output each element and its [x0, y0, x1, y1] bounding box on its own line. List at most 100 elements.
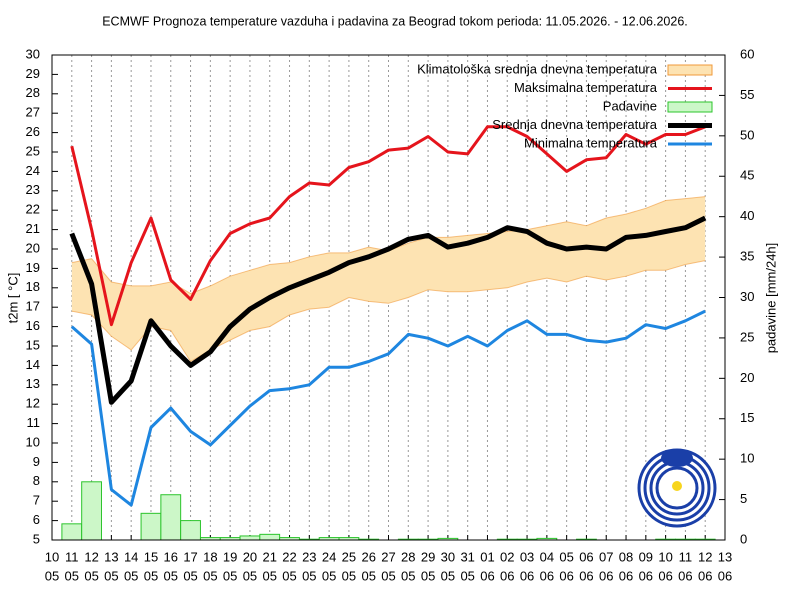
y2-tick-label: 15 [740, 410, 754, 425]
x-tick-label: 08 [619, 549, 633, 564]
precip-bar [140, 512, 162, 541]
x-tick-label: 05 [243, 568, 257, 583]
x-tick-label: 03 [520, 549, 534, 564]
x-tick-label: 06 [599, 568, 613, 583]
x-tick-label: 31 [460, 549, 474, 564]
x-tick-label: 05 [282, 568, 296, 583]
y2-axis-label: padavine [mm/24h] [763, 243, 778, 354]
y-tick-label: 9 [33, 454, 40, 469]
y-tick-label: 16 [26, 318, 40, 333]
x-tick-label: 05 [124, 568, 138, 583]
legend-label: Padavine [603, 98, 657, 113]
y2-tick-label: 45 [740, 168, 754, 183]
y-tick-label: 5 [33, 531, 40, 546]
x-tick-label: 06 [500, 568, 514, 583]
x-tick-label: 21 [263, 549, 277, 564]
climate-band-edge [71, 260, 706, 363]
legend-label: Klimatološka srednja dnevna temperatura [417, 61, 658, 76]
chart-title: ECMWF Prognoza temperature vazduha i pad… [102, 14, 688, 28]
precip-bar [180, 520, 201, 541]
x-tick-label: 23 [302, 549, 316, 564]
x-tick-label: 01 [480, 549, 494, 564]
x-tick-label: 05 [559, 549, 573, 564]
x-tick-label: 04 [540, 549, 554, 564]
y2-tick-label: 20 [740, 370, 754, 385]
y-tick-label: 25 [26, 143, 40, 158]
y-tick-label: 18 [26, 279, 40, 294]
x-tick-label: 18 [203, 549, 217, 564]
x-tick-label: 05 [65, 568, 79, 583]
x-tick-label: 06 [559, 568, 573, 583]
x-tick-label: 05 [401, 568, 415, 583]
y-tick-label: 12 [26, 396, 40, 411]
y-axis-label: t2m [ °C] [5, 273, 20, 324]
x-tick-label: 26 [361, 549, 375, 564]
x-tick-label: 06 [678, 568, 692, 583]
x-tick-label: 11 [679, 549, 693, 564]
y-tick-label: 23 [26, 182, 40, 197]
y-tick-label: 14 [26, 357, 40, 372]
x-tick-label: 10 [45, 549, 59, 564]
y-tick-label: 28 [26, 85, 40, 100]
x-tick-label: 20 [243, 549, 257, 564]
y-tick-label: 11 [27, 415, 41, 430]
x-tick-label: 06 [658, 568, 672, 583]
y2-tick-label: 35 [740, 249, 754, 264]
y2-tick-label: 0 [740, 531, 747, 546]
precip-bar [61, 523, 83, 541]
y2-tick-label: 25 [740, 329, 754, 344]
x-tick-label: 19 [223, 549, 237, 564]
x-tick-label: 15 [144, 549, 158, 564]
y2-tick-label: 55 [740, 87, 754, 102]
y-tick-label: 20 [26, 240, 40, 255]
x-tick-label: 29 [421, 549, 435, 564]
x-tick-label: 05 [164, 568, 178, 583]
x-tick-label: 05 [203, 568, 217, 583]
x-tick-label: 25 [342, 549, 356, 564]
x-tick-label: 05 [45, 568, 59, 583]
x-tick-label: 05 [144, 568, 158, 583]
y-tick-label: 7 [33, 493, 40, 508]
x-tick-label: 06 [520, 568, 534, 583]
y-tick-label: 21 [26, 221, 40, 236]
x-tick-label: 09 [639, 549, 653, 564]
precip-bar [259, 533, 281, 541]
x-tick-label: 28 [401, 549, 415, 564]
temp-line [70, 309, 706, 507]
y2-tick-label: 60 [740, 46, 754, 61]
x-tick-label: 05 [361, 568, 375, 583]
x-tick-label: 05 [441, 568, 455, 583]
x-tick-label: 05 [104, 568, 118, 583]
temp-line [70, 125, 706, 327]
x-tick-label: 05 [263, 568, 277, 583]
legend-label: Maksimalna temperatura [514, 80, 658, 95]
legend-label: Srednja dnevna temperatura [492, 117, 658, 132]
x-tick-label: 12 [698, 549, 712, 564]
y-tick-label: 30 [26, 46, 40, 61]
x-tick-label: 24 [322, 549, 336, 564]
x-tick-label: 30 [441, 549, 455, 564]
x-tick-label: 05 [183, 568, 197, 583]
x-tick-label: 06 [698, 568, 712, 583]
x-tick-label: 05 [342, 568, 356, 583]
y-tick-label: 27 [26, 105, 40, 120]
x-tick-label: 05 [322, 568, 336, 583]
x-tick-label: 06 [639, 568, 653, 583]
x-tick-label: 06 [579, 549, 593, 564]
legend-swatch [667, 101, 713, 113]
x-tick-label: 14 [124, 549, 138, 564]
precip-bar [239, 535, 261, 541]
y-tick-label: 17 [26, 299, 40, 314]
x-tick-label: 17 [183, 549, 197, 564]
x-tick-label: 06 [540, 568, 554, 583]
y2-tick-label: 50 [740, 127, 754, 142]
logo [637, 448, 717, 528]
x-tick-label: 05 [302, 568, 316, 583]
y2-tick-label: 30 [740, 289, 754, 304]
x-tick-label: 07 [599, 549, 613, 564]
y2-tick-label: 40 [740, 208, 754, 223]
legend-label: Minimalna temperatura [524, 135, 658, 150]
y-tick-label: 24 [26, 163, 40, 178]
y-tick-label: 10 [26, 434, 40, 449]
